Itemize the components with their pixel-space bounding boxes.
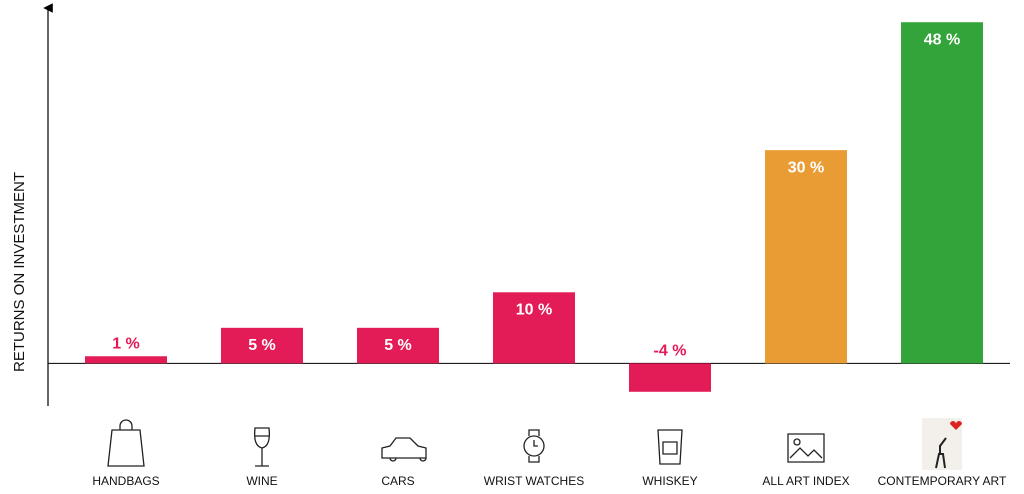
y-axis-label: RETURNS ON INVESTMENT bbox=[11, 172, 28, 372]
whiskey-icon bbox=[658, 430, 682, 464]
value-label: 5 % bbox=[248, 337, 276, 354]
art-icon-sun bbox=[794, 439, 800, 445]
icons bbox=[108, 418, 962, 470]
handbag-icon bbox=[108, 420, 144, 466]
bar bbox=[85, 356, 167, 363]
value-label: 30 % bbox=[788, 159, 824, 176]
watch-strap bbox=[529, 430, 539, 462]
bar bbox=[629, 363, 711, 391]
value-label: 5 % bbox=[384, 337, 412, 354]
bar bbox=[765, 150, 847, 363]
bar bbox=[901, 22, 983, 363]
value-label: 1 % bbox=[112, 335, 140, 352]
x-tick-label: WRIST WATCHES bbox=[484, 474, 584, 488]
chart: RETURNS ON INVESTMENT HANDBAGS 1 % WINE 5 %… bbox=[0, 0, 1024, 494]
x-tick-label: HANDBAGS bbox=[92, 474, 159, 488]
car-icon bbox=[382, 438, 426, 461]
x-tick-label: CARS bbox=[381, 474, 414, 488]
art-icon bbox=[788, 434, 824, 462]
value-label: 10 % bbox=[516, 302, 552, 319]
x-tick-label: ALL ART INDEX bbox=[762, 474, 849, 488]
x-tick-label: CONTEMPORARY ART bbox=[878, 474, 1007, 488]
x-tick-label: WHISKEY bbox=[642, 474, 697, 488]
value-label: -4 % bbox=[654, 343, 687, 360]
x-tick-label: WINE bbox=[246, 474, 277, 488]
wine-icon bbox=[255, 428, 270, 466]
value-label: 48 % bbox=[924, 31, 960, 48]
